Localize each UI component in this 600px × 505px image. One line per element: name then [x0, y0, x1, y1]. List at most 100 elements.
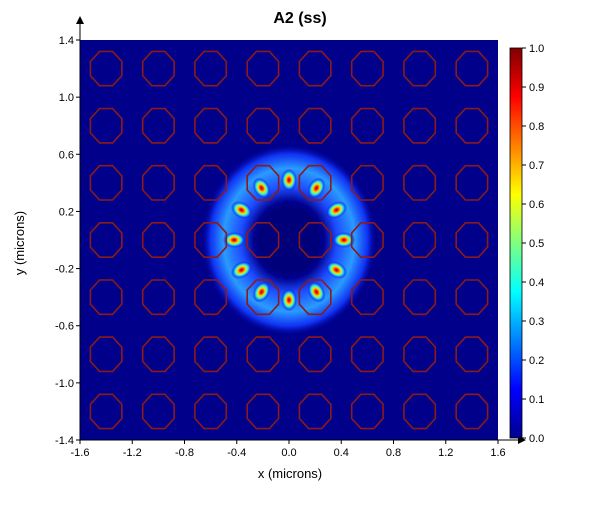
- lattice-hole: [455, 164, 489, 201]
- colorbar-tick-label: 0.3: [529, 316, 544, 328]
- lattice-hole: [455, 279, 489, 316]
- lattice-hole: [194, 393, 228, 430]
- lattice-hole: [246, 222, 280, 259]
- lattice-hole: [403, 222, 437, 259]
- y-tick-label: -1.4: [55, 435, 74, 447]
- colorbar-tick-label: 0.6: [529, 199, 544, 211]
- lattice-hole: [350, 279, 384, 316]
- field-lobes: [223, 168, 355, 312]
- lattice-hole: [89, 279, 123, 316]
- y-tick-label: 0.6: [59, 149, 74, 161]
- x-axis-label: x (microns): [258, 466, 322, 481]
- colorbar-tick-label: 1.0: [529, 43, 544, 55]
- lattice-hole: [403, 107, 437, 144]
- y-axis-ticks: -1.4 -1.0 -0.6 -0.2 0.2 0.6 1.0 1.4: [55, 35, 80, 447]
- field-lobe: [307, 177, 326, 199]
- lattice-hole: [246, 336, 280, 373]
- lattice-hole: [350, 50, 384, 87]
- lattice-hole: [298, 164, 332, 201]
- colorbar-tick-label: 0.4: [529, 277, 544, 289]
- x-tick-label: -1.6: [71, 447, 90, 459]
- colorbar-tick-label: 0.5: [529, 238, 544, 250]
- lattice-hole: [89, 107, 123, 144]
- lattice-hole: [89, 164, 123, 201]
- lattice-hole: [89, 336, 123, 373]
- lattice-hole: [141, 279, 175, 316]
- lattice-hole: [89, 50, 123, 87]
- lattice-hole: [246, 50, 280, 87]
- lattice-hole: [194, 279, 228, 316]
- lattice-hole: [455, 393, 489, 430]
- colorbar-tick-label: 0.8: [529, 121, 544, 133]
- lattice-hole: [141, 164, 175, 201]
- field-lobe: [332, 232, 355, 248]
- lattice-hole: [194, 107, 228, 144]
- lattice-hole: [141, 107, 175, 144]
- lattice-hole: [403, 336, 437, 373]
- lattice-hole: [298, 336, 332, 373]
- lattice-hole: [350, 164, 384, 201]
- lattice-hole: [455, 107, 489, 144]
- plot-clip-group: [80, 40, 498, 440]
- y-axis-label: y (microns): [12, 211, 27, 275]
- colorbar: 0.0 0.1 0.2 0.3 0.4 0.5 0.6 0.7 0.8 0.9 1.0: [509, 43, 544, 445]
- x-axis-ticks: -1.6 -1.2 -0.8 -0.4 0.0 0.4 0.8 1.2 1.6: [71, 440, 506, 459]
- lattice-hole: [89, 222, 123, 259]
- y-tick-label: -0.2: [55, 264, 74, 276]
- lattice-hole: [194, 336, 228, 373]
- lattice-hole: [246, 107, 280, 144]
- field-center: [257, 205, 321, 275]
- lattice-hole: [403, 50, 437, 87]
- x-tick-label: 0.4: [334, 447, 349, 459]
- field-lobe: [281, 168, 297, 192]
- lattice-hole: [194, 222, 228, 259]
- axes-frame: [76, 16, 526, 444]
- colorbar-tick-label: 0.0: [529, 433, 544, 445]
- field-lobe: [231, 201, 252, 219]
- x-tick-label: 1.2: [438, 447, 453, 459]
- lattice-hole: [298, 107, 332, 144]
- field-lobe: [307, 281, 326, 303]
- y-tick-label: -1.0: [55, 378, 74, 390]
- lattice-hole: [455, 336, 489, 373]
- lattice-hole: [403, 393, 437, 430]
- lattice-hole: [141, 336, 175, 373]
- plot-area: [76, 16, 526, 444]
- lattice-hole: [403, 279, 437, 316]
- lattice-hole: [298, 279, 332, 316]
- lattice-hole: [298, 393, 332, 430]
- x-tick-label: -1.2: [123, 447, 142, 459]
- x-tick-label: 1.6: [490, 447, 505, 459]
- field-lobe: [281, 288, 297, 312]
- y-tick-label: 1.0: [59, 92, 74, 104]
- lattice-hole: [455, 222, 489, 259]
- field-lobe: [326, 201, 347, 219]
- lattice-hole: [246, 164, 280, 201]
- field-lobe: [252, 281, 271, 303]
- lattice-hole: [194, 164, 228, 201]
- colorbar-tick-label: 0.9: [529, 82, 544, 94]
- y-tick-label: 0.2: [59, 206, 74, 218]
- lattice-hole: [350, 336, 384, 373]
- lattice-hole: [298, 222, 332, 259]
- field-lobe: [231, 261, 252, 279]
- colorbar-tick-label: 0.2: [529, 355, 544, 367]
- lattice-hole: [89, 393, 123, 430]
- lattice-hole: [350, 107, 384, 144]
- lattice-hole: [246, 393, 280, 430]
- x-tick-label: 0.0: [281, 447, 296, 459]
- field-lobe: [326, 261, 347, 279]
- x-tick-label: -0.8: [175, 447, 194, 459]
- y-axis-arrow: [76, 16, 84, 24]
- lattice-hole: [141, 222, 175, 259]
- colorbar-gradient: [509, 47, 523, 439]
- lattice-hole: [350, 393, 384, 430]
- y-tick-label: 1.4: [59, 35, 74, 47]
- x-tick-label: -0.4: [227, 447, 246, 459]
- colorbar-tick-label: 0.1: [529, 394, 544, 406]
- field-lobe: [223, 232, 246, 248]
- lattice-hole: [298, 50, 332, 87]
- y-tick-label: -0.6: [55, 321, 74, 333]
